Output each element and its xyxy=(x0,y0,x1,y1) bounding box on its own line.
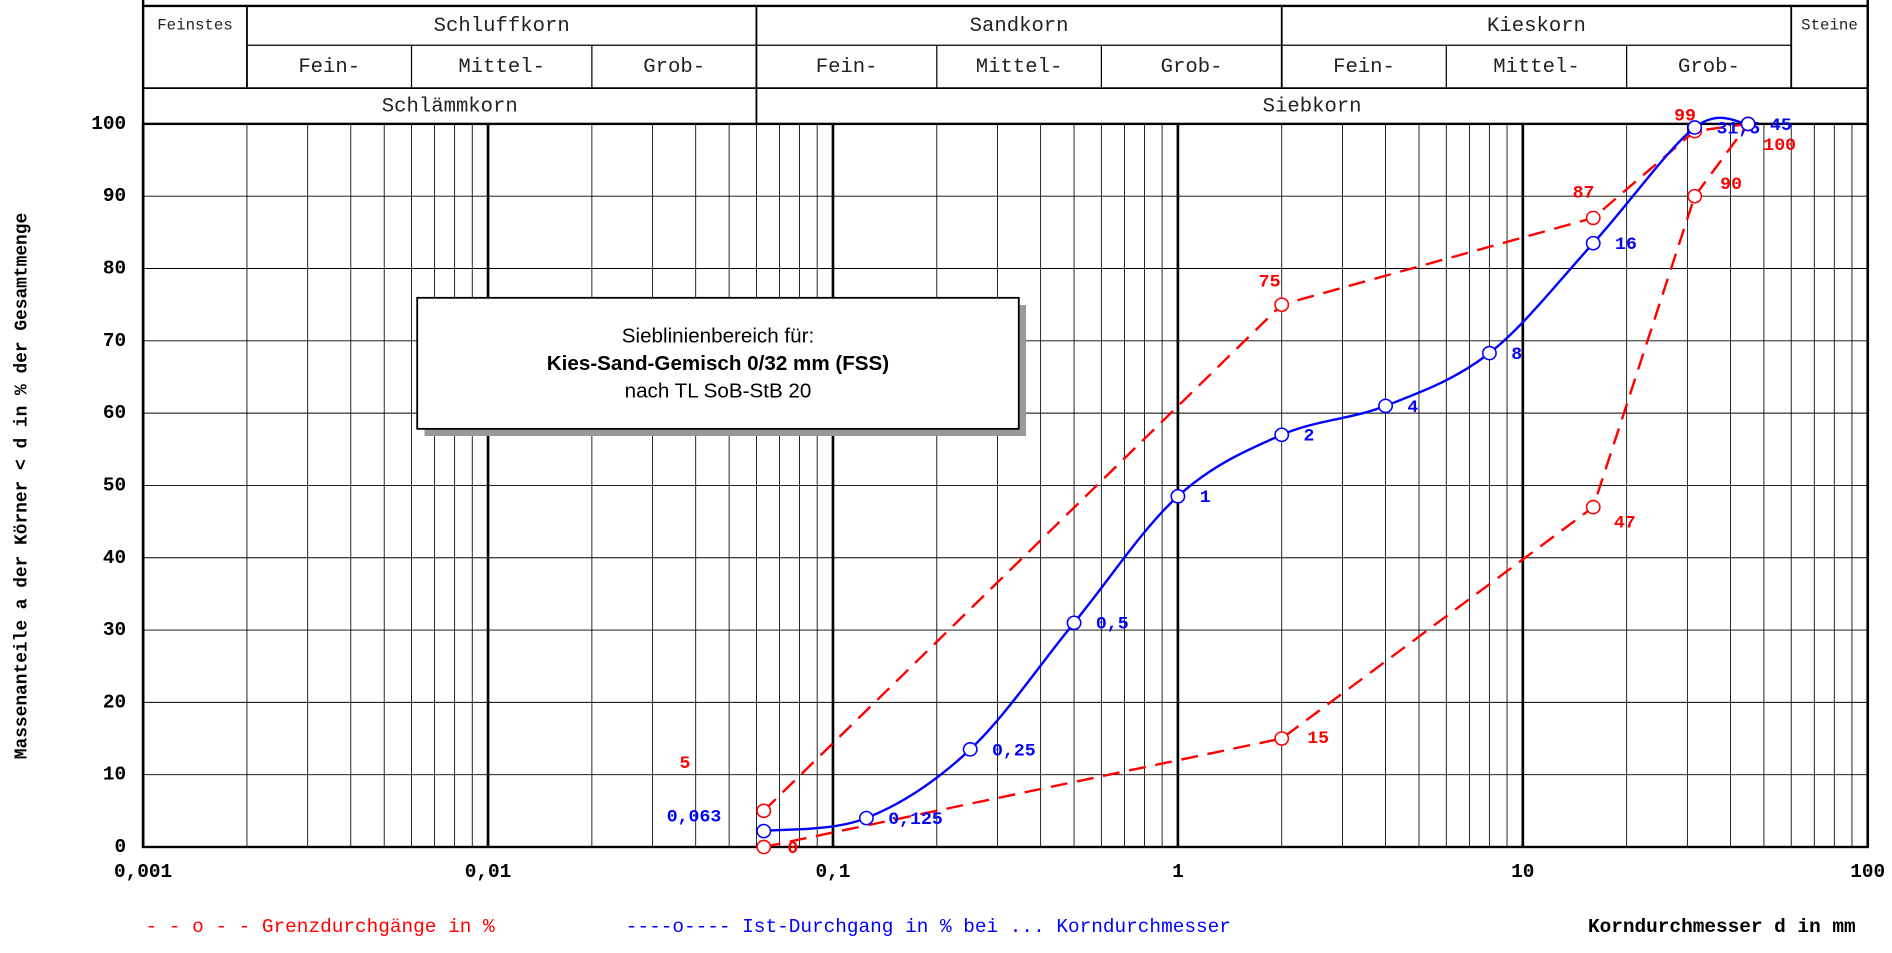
data-point xyxy=(1585,210,1601,226)
grain-subclass: Grob- xyxy=(1678,56,1740,79)
data-point xyxy=(756,803,772,819)
data-label: 100 xyxy=(1763,136,1796,156)
grain-class: Feinstes xyxy=(157,17,233,35)
y-tick-label: 80 xyxy=(103,258,126,280)
grain-subclass: Grob- xyxy=(1161,56,1223,79)
legend-entry: ----o---- Ist-Durchgang in % bei ... Kor… xyxy=(626,916,1231,938)
data-point xyxy=(1170,488,1186,504)
x-tick-label: 0,01 xyxy=(465,861,512,883)
header: Feinstes Schluffkorn Sandkorn Kieskorn Stein… xyxy=(141,0,1869,124)
data-label: 99 xyxy=(1674,106,1696,126)
data-point xyxy=(1585,235,1601,251)
grain-subclass: Mittel- xyxy=(458,56,545,79)
y-tick-label: 50 xyxy=(103,475,126,497)
data-label: 90 xyxy=(1720,175,1742,195)
data-point xyxy=(1585,499,1601,515)
grain-subclass: Mittel- xyxy=(1493,56,1580,79)
y-tick-label: 100 xyxy=(91,113,126,135)
annotation: Sieblinienbereich für: xyxy=(622,326,814,348)
data-point xyxy=(1274,297,1290,312)
y-tick-label: 20 xyxy=(103,692,126,714)
point-label: 1 xyxy=(1200,488,1211,508)
data-point xyxy=(1740,116,1756,132)
series-line xyxy=(763,116,1749,833)
data-point xyxy=(1066,615,1082,631)
data-point xyxy=(1687,120,1703,135)
data-point xyxy=(756,823,772,839)
grain-class: Steine xyxy=(1801,17,1858,35)
data-point xyxy=(1378,398,1394,414)
data-point xyxy=(1687,188,1703,204)
data-point xyxy=(1274,427,1290,443)
point-label: 0,25 xyxy=(992,741,1036,761)
y-tick-label: 30 xyxy=(103,619,126,641)
point-label: 4 xyxy=(1407,398,1418,418)
data-point xyxy=(858,810,874,826)
annotation-box xyxy=(416,296,1020,430)
grain-subclass: Mittel- xyxy=(976,56,1063,79)
data-label: 0 xyxy=(787,839,798,859)
y-tick-label: 70 xyxy=(103,330,126,352)
annotation: Kies-Sand-Gemisch 0/32 mm (FSS) xyxy=(547,353,889,375)
grain-group: Schlämmkorn xyxy=(382,96,518,119)
data-label: 47 xyxy=(1614,513,1636,533)
data-point xyxy=(962,742,978,757)
data-label: 15 xyxy=(1307,729,1329,749)
grain-class: Sandkorn xyxy=(970,15,1069,38)
grain-class: Schluffkorn xyxy=(434,15,570,38)
x-tick-label: 0,001 xyxy=(114,861,172,883)
grain-subclass: Fein- xyxy=(298,56,360,79)
point-label: 16 xyxy=(1615,235,1637,255)
x-tick-label: 1 xyxy=(1172,861,1184,883)
x-tick-label: 0,1 xyxy=(816,861,851,883)
grain-subclass: Fein- xyxy=(1333,56,1395,79)
annotation: nach TL SoB-StB 20 xyxy=(625,380,812,402)
point-label: 2 xyxy=(1304,427,1315,447)
data-point xyxy=(756,839,772,855)
x-tick-label: 100 xyxy=(1850,861,1885,883)
point-label: 0,063 xyxy=(667,808,722,828)
data-label: 5 xyxy=(679,754,690,774)
data-label: 87 xyxy=(1573,184,1595,204)
y-axis-label: Massenanteile a der Körner < d in % der … xyxy=(13,213,33,759)
y-tick-label: 10 xyxy=(103,764,126,786)
plot-frame xyxy=(141,122,1869,849)
grain-subclass: Grob- xyxy=(643,56,705,79)
data-point xyxy=(1481,345,1497,361)
grain-subclass: Fein- xyxy=(816,56,878,79)
y-tick-label: 90 xyxy=(103,185,126,207)
point-label: 45 xyxy=(1770,116,1792,136)
x-axis-label: Korndurchmesser d in mm xyxy=(1588,916,1856,938)
point-label: 0,125 xyxy=(888,810,943,830)
legend-entry: - - o - - Grenzdurchgänge in % xyxy=(146,916,496,938)
point-label: 8 xyxy=(1511,345,1522,365)
grain-class: Kieskorn xyxy=(1487,15,1586,38)
point-label: 0,5 xyxy=(1096,615,1129,635)
y-tick-label: 0 xyxy=(114,836,126,858)
x-tick-label: 10 xyxy=(1511,861,1534,883)
marks: 5 75 87 99 0 15 47 90 100 0,063 0,125 0,25 0,5 1 2 4 8 16… xyxy=(667,106,1796,858)
data-label: 75 xyxy=(1259,273,1281,293)
data-point xyxy=(1274,731,1290,746)
y-tick-label: 60 xyxy=(103,402,126,424)
y-tick-label: 40 xyxy=(103,547,126,569)
grain-group: Siebkorn xyxy=(1263,96,1362,119)
